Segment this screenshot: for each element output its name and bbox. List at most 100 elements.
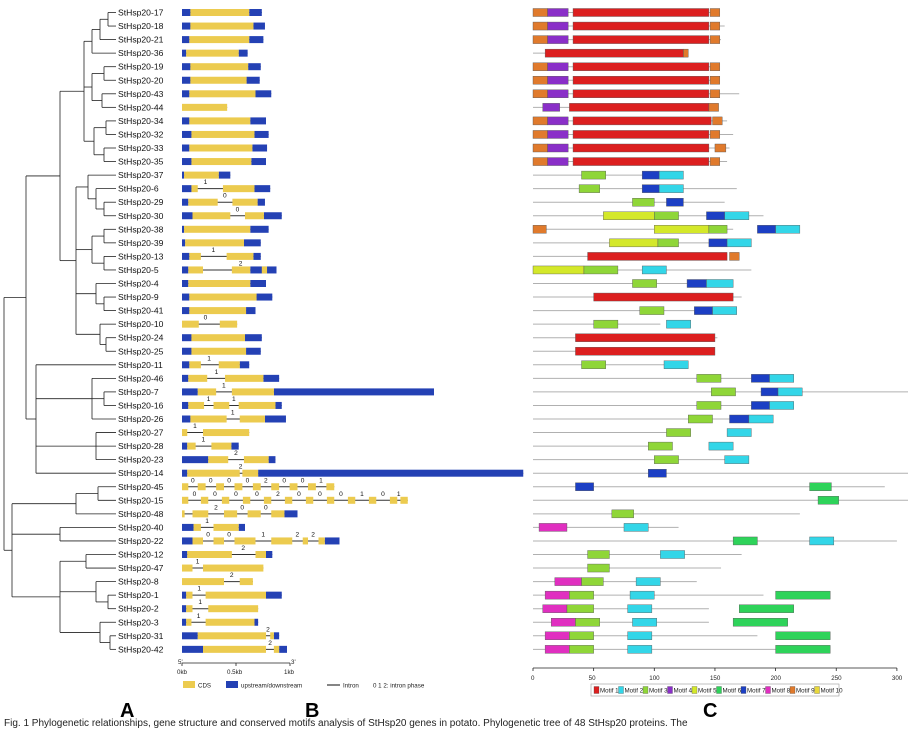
intron-phase: 1: [205, 518, 209, 525]
cds-block: [182, 320, 199, 328]
cds-block: [189, 252, 201, 260]
cds-block: [185, 239, 244, 247]
cds-block: [188, 280, 251, 287]
cds-block: [182, 510, 185, 518]
cds-block: [189, 117, 251, 125]
gene-scale: 5' 0kb 0.5kb 1kb 3': [177, 659, 296, 676]
motif-9-box: [683, 48, 689, 58]
utr-block: [254, 130, 269, 138]
intron-phase: 0: [318, 491, 322, 498]
motif-legend-swatch: [593, 686, 600, 694]
motif-2-box: [658, 184, 684, 193]
utr-block: [231, 442, 239, 450]
intron-phase: 1: [207, 355, 211, 362]
gene-label: StHsp20-22: [118, 536, 164, 546]
motif-9-box: [532, 130, 548, 139]
gene-label: StHsp20-39: [118, 238, 164, 248]
cds-block: [205, 591, 266, 599]
motif-8-box: [544, 645, 570, 654]
motif-2-box: [627, 631, 653, 640]
cds-block: [238, 401, 276, 409]
motif-5-box: [609, 238, 659, 248]
cds-block: [239, 415, 265, 423]
intron-phase: 0: [301, 477, 305, 484]
motif-1-box: [572, 35, 710, 44]
utr-block: [249, 36, 264, 44]
motif-4-box: [547, 143, 569, 153]
cds-block: [222, 185, 255, 193]
cds-block: [188, 374, 208, 382]
gene-label: StHsp20-18: [118, 21, 164, 31]
motif-2-box: [632, 618, 657, 627]
intron-phase: 0: [227, 477, 231, 484]
motif-legend-label: Motif 10: [821, 688, 844, 695]
gene-label: StHsp20-17: [118, 8, 164, 18]
gene-label: StHsp20-43: [118, 89, 164, 99]
gene-label: StHsp20-23: [118, 455, 164, 465]
intron-phase: 2: [311, 531, 315, 538]
motif-4-box: [547, 35, 569, 44]
cds-block: [261, 266, 268, 274]
cds-block: [302, 537, 308, 545]
motif-legend-label: Motif 8: [772, 688, 791, 695]
gene-label: StHsp20-45: [118, 482, 164, 492]
intron-phase: 0: [246, 477, 250, 484]
motif-3-box: [654, 455, 679, 464]
motif-4-box: [542, 103, 560, 112]
motif-3-box: [569, 590, 594, 600]
gene-label: StHsp20-10: [118, 319, 164, 329]
motif-3-box: [581, 170, 606, 180]
cds-block: [182, 483, 189, 491]
motif-4-box: [547, 116, 569, 126]
motif-9-box: [532, 89, 548, 99]
motif-4-box: [547, 130, 569, 139]
gene-label: StHsp20-48: [118, 509, 164, 519]
intron-phase: 1: [222, 382, 226, 389]
motif-axis-tick-label: 100: [649, 675, 660, 682]
motif-7-box: [760, 387, 779, 397]
utr-block: [182, 361, 190, 369]
legend-phase-label: 0 1 2: intron phase: [373, 683, 425, 690]
cds-block: [224, 510, 238, 518]
cds-block: [188, 266, 203, 274]
motif-2-box: [769, 374, 794, 383]
motif-7-box: [708, 238, 728, 248]
utr-block: [268, 456, 276, 464]
cds-block: [226, 252, 254, 260]
gene-label: StHsp20-12: [118, 550, 164, 560]
intron-phase: 0: [206, 531, 210, 538]
intron-phase: 0: [381, 491, 385, 498]
utr-block: [182, 266, 189, 274]
utr-block: [238, 523, 245, 531]
intron-phase: 0: [236, 206, 240, 213]
motif-axis-tick-label: 50: [589, 675, 596, 682]
motif-4-box: [547, 89, 569, 99]
utr-block: [273, 632, 280, 640]
motif-7-box: [751, 374, 770, 383]
gene-label: StHsp20-2: [118, 604, 159, 614]
gene-label: StHsp20-31: [118, 631, 164, 641]
intron-phase: 0: [255, 491, 259, 498]
cds-block: [252, 483, 261, 491]
motif-3-box: [581, 360, 606, 369]
gene-label: StHsp20-34: [118, 116, 164, 126]
motif-1-box: [572, 76, 710, 85]
intron-phase: 0: [339, 491, 343, 498]
cds-block: [263, 496, 272, 504]
motif-8-box: [544, 590, 570, 600]
cds-block: [197, 632, 266, 640]
utr-block: [182, 144, 190, 152]
motif-1-box: [572, 116, 712, 126]
intron-phase: 2: [296, 531, 300, 538]
utr-block: [182, 591, 187, 599]
motif-8-box: [554, 577, 582, 586]
utr-block: [182, 537, 193, 545]
cds-block: [184, 225, 251, 233]
cds-block: [189, 361, 201, 369]
cds-block: [247, 510, 261, 518]
utr-block: [263, 374, 280, 382]
utr-block: [182, 374, 189, 382]
motif-7-box: [729, 414, 750, 424]
gene-labels: StHsp20-17 StHsp20-18 StHsp20-21 StHsp20-36…: [118, 8, 164, 655]
cds-block: [184, 171, 219, 179]
